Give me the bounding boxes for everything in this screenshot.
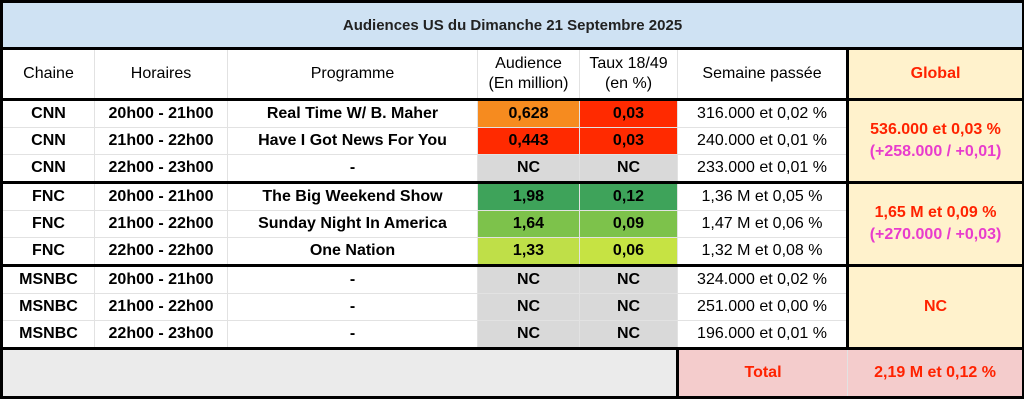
global-diff: (+258.000 / +0,01) xyxy=(869,143,1002,160)
cell-taux: NC xyxy=(579,320,678,350)
header-global: Global xyxy=(845,48,1024,100)
cell-semaine: 240.000 et 0,01 % xyxy=(677,127,849,155)
cell-audience: NC xyxy=(477,320,580,350)
cell-chaine: CNN xyxy=(1,127,95,155)
footer-total-value: 2,19 M et 0,12 % xyxy=(846,347,1024,398)
cell-taux: NC xyxy=(579,154,678,184)
table-row: CNN 21h00 - 22h00 Have I Got News For You 0… xyxy=(1,127,1024,155)
cell-audience: NC xyxy=(477,265,580,294)
cell-horaires: 22h00 - 23h00 xyxy=(94,320,228,350)
cell-global: 1,65 M et 0,09 % (+270.000 / +0,03) xyxy=(845,182,1024,267)
cell-taux: 0,12 xyxy=(579,182,678,211)
footer-empty xyxy=(1,347,679,398)
cell-chaine: FNC xyxy=(1,210,95,238)
cell-semaine: 233.000 et 0,01 % xyxy=(677,154,849,184)
cell-horaires: 21h00 - 22h00 xyxy=(94,293,228,321)
table-row: FNC 20h00 - 21h00 The Big Weekend Show 1,98… xyxy=(1,182,1024,267)
cell-programme: - xyxy=(227,320,478,350)
cell-taux: 0,03 xyxy=(579,127,678,155)
table-row: MSNBC 21h00 - 22h00- NC NC 251.000 et 0,00 % xyxy=(1,293,1024,321)
cell-audience: NC xyxy=(477,154,580,184)
cell-horaires: 22h00 - 23h00 xyxy=(94,154,228,184)
cell-programme: Sunday Night In America xyxy=(227,210,478,238)
cell-global: 536.000 et 0,03 % (+258.000 / +0,01) xyxy=(845,99,1024,184)
header-taux-line1: Taux 18/49 xyxy=(589,55,668,72)
cell-programme: - xyxy=(227,154,478,184)
global-main: 536.000 et 0,03 % xyxy=(870,121,1001,138)
cell-programme: - xyxy=(227,293,478,321)
cell-semaine: 251.000 et 0,00 % xyxy=(677,293,849,321)
global-main: 1,65 M et 0,09 % xyxy=(874,204,997,221)
cell-semaine: 324.000 et 0,02 % xyxy=(677,265,849,294)
cell-semaine: 1,47 M et 0,06 % xyxy=(677,210,849,238)
header-taux: Taux 18/49 (en %) xyxy=(579,48,678,100)
table-row: MSNBC 22h00 - 23h00- NC NC 196.000 et 0,01 % xyxy=(1,320,1024,350)
header-horaires: Horaires xyxy=(94,48,228,100)
header-audience-line1: Audience xyxy=(495,55,562,72)
table-row: FNC 22h00 - 22h00 One Nation 1,33 0,06 1,32 M… xyxy=(1,237,1024,267)
cell-taux: 0,03 xyxy=(579,99,678,128)
cell-semaine: 1,32 M et 0,08 % xyxy=(677,237,849,267)
cell-taux: 0,06 xyxy=(579,237,678,267)
header-audience: Audience (En million) xyxy=(477,48,580,100)
cell-audience: 1,98 xyxy=(477,182,580,211)
cell-chaine: FNC xyxy=(1,182,95,211)
cell-audience: 0,628 xyxy=(477,99,580,128)
cell-taux: NC xyxy=(579,265,678,294)
cell-global: NC xyxy=(845,265,1024,350)
cell-chaine: MSNBC xyxy=(1,293,95,321)
header-semaine: Semaine passée xyxy=(677,48,849,100)
header-audience-line2: (En million) xyxy=(488,75,569,92)
cell-programme: - xyxy=(227,265,478,294)
cell-horaires: 22h00 - 22h00 xyxy=(94,237,228,267)
cell-horaires: 20h00 - 21h00 xyxy=(94,265,228,294)
cell-horaires: 21h00 - 22h00 xyxy=(94,210,228,238)
cell-audience: 1,33 xyxy=(477,237,580,267)
cell-chaine: CNN xyxy=(1,154,95,184)
cell-chaine: MSNBC xyxy=(1,265,95,294)
cell-horaires: 20h00 - 21h00 xyxy=(94,99,228,128)
cell-chaine: MSNBC xyxy=(1,320,95,350)
cell-audience: 0,443 xyxy=(477,127,580,155)
audience-table: Audiences US du Dimanche 21 Septembre 20… xyxy=(0,0,1024,399)
cell-semaine: 1,36 M et 0,05 % xyxy=(677,182,849,211)
cell-chaine: CNN xyxy=(1,99,95,128)
cell-audience: NC xyxy=(477,293,580,321)
cell-horaires: 20h00 - 21h00 xyxy=(94,182,228,211)
cell-horaires: 21h00 - 22h00 xyxy=(94,127,228,155)
cell-semaine: 196.000 et 0,01 % xyxy=(677,320,849,350)
global-diff: (+270.000 / +0,03) xyxy=(869,226,1002,243)
header-taux-line2: (en %) xyxy=(604,75,653,92)
table-row: CNN 22h00 - 23h00- NC NC 233.000 et 0,01 % xyxy=(1,154,1024,184)
header-chaine: Chaine xyxy=(1,48,95,100)
cell-taux: 0,09 xyxy=(579,210,678,238)
table-row: CNN 20h00 - 21h00 Real Time W/ B. Maher 0,6… xyxy=(1,99,1024,184)
cell-programme: Have I Got News For You xyxy=(227,127,478,155)
cell-programme: The Big Weekend Show xyxy=(227,182,478,211)
cell-programme: Real Time W/ B. Maher xyxy=(227,99,478,128)
table-title: Audiences US du Dimanche 21 Septembre 20… xyxy=(0,1,1024,50)
cell-chaine: FNC xyxy=(1,237,95,267)
cell-audience: 1,64 xyxy=(477,210,580,238)
cell-programme: One Nation xyxy=(227,237,478,267)
cell-taux: NC xyxy=(579,293,678,321)
cell-semaine: 316.000 et 0,02 % xyxy=(677,99,849,128)
table-row: MSNBC 20h00 - 21h00- NC NC 324.000 et 0,02 %… xyxy=(1,265,1024,350)
header-programme: Programme xyxy=(227,48,478,100)
footer-total-label: Total xyxy=(677,347,848,398)
